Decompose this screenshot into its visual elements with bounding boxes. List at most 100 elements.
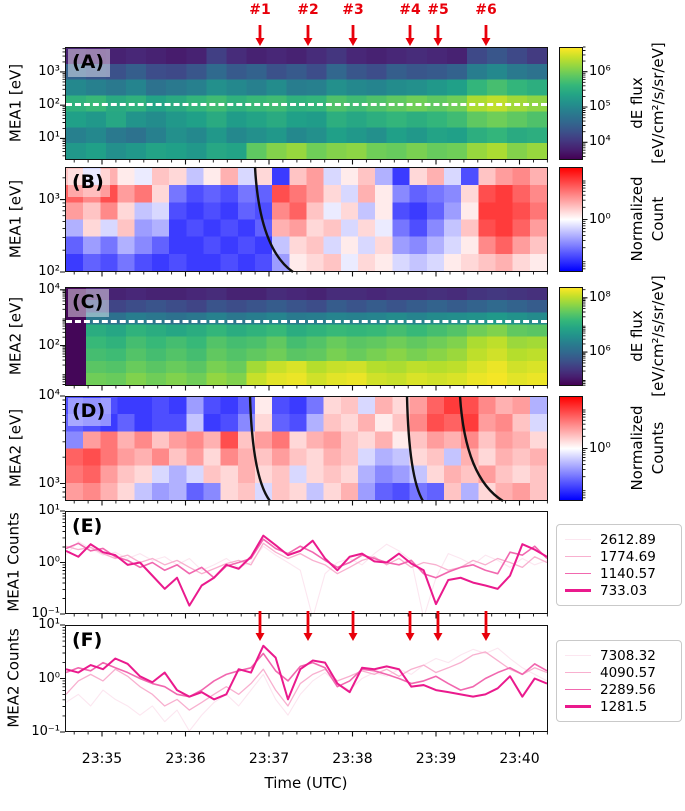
x-tick-label: 23:36 bbox=[165, 751, 206, 767]
y-tick-label-A: 10¹ bbox=[38, 130, 60, 146]
legend-label: 7308.32 bbox=[600, 647, 656, 664]
y-tick-label-E: 10⁰ bbox=[38, 554, 60, 570]
legend-label: 4090.57 bbox=[600, 664, 656, 681]
y-tick-label-D: 10³ bbox=[38, 475, 60, 491]
panel-label-A: (A) bbox=[68, 49, 111, 77]
colorbar-label-D: Normalized Counts bbox=[627, 405, 669, 490]
colorbar-label-B-line1: Normalized bbox=[628, 176, 646, 262]
panel-label-B: (B) bbox=[68, 169, 110, 197]
y-tick-label-F: 10¹ bbox=[38, 617, 60, 632]
y-tick-label-D: 10⁴ bbox=[38, 388, 60, 403]
y-tick-label-A: 10² bbox=[38, 97, 60, 113]
legend-entry: 7308.32 bbox=[565, 647, 673, 664]
colorbar-B bbox=[559, 167, 583, 272]
event-label: #4 bbox=[399, 2, 421, 18]
legend-label: 1140.57 bbox=[600, 565, 656, 582]
colorbar-A bbox=[559, 47, 583, 160]
colorbar-label-D-line1: Normalized bbox=[628, 405, 646, 491]
panel-label-E: (E) bbox=[68, 513, 109, 541]
legend-entry: 733.03 bbox=[565, 582, 673, 599]
x-tick-label: 23:35 bbox=[81, 751, 123, 767]
colorbar-label-A-line1: dE flux bbox=[628, 77, 646, 129]
event-label: #2 bbox=[297, 2, 319, 18]
legend-entry: 1140.57 bbox=[565, 565, 673, 582]
legend-entry: 1774.69 bbox=[565, 548, 673, 565]
colorbar-label-C-line1: dE flux bbox=[628, 310, 646, 362]
panel-B-normalized-count: (B) bbox=[65, 167, 548, 272]
event-arrow bbox=[405, 25, 415, 46]
colorbar-label-B-line2: Count bbox=[649, 196, 667, 242]
line-chart-E bbox=[66, 534, 547, 613]
colorbar-label-C: dE flux [eV/cm²/s/sr/eV] bbox=[627, 275, 669, 397]
x-axis-label: Time (UTC) bbox=[264, 774, 348, 792]
colorbar-D bbox=[559, 396, 583, 501]
panel-C-spectrogram: (C) bbox=[65, 287, 548, 386]
legend-label: 1281.5 bbox=[600, 698, 648, 715]
legend-label: 1774.69 bbox=[600, 548, 656, 565]
legend-entry: 4090.57 bbox=[565, 664, 673, 681]
x-tick-label: 23:38 bbox=[332, 751, 373, 767]
colorbar-label-D-line2: Counts bbox=[649, 421, 667, 475]
panel-F-mea2-counts: (F) bbox=[65, 625, 548, 732]
event-arrow bbox=[255, 25, 265, 46]
event-arrow bbox=[348, 25, 358, 46]
panel-D-normalized-counts: (D) bbox=[65, 396, 548, 501]
panel-label-F: (F) bbox=[68, 627, 109, 655]
series-line-F-1281.5 bbox=[66, 644, 547, 701]
colorbar-tick-label-D: 10⁰ bbox=[589, 440, 611, 456]
colorbar-label-C-line2: [eV/cm²/s/sr/eV] bbox=[649, 275, 667, 397]
event-arrow bbox=[303, 25, 313, 46]
colorbar-tick-label-C: 10⁶ bbox=[589, 344, 611, 360]
legend-entry: 1281.5 bbox=[565, 698, 673, 715]
colorbar-C bbox=[559, 287, 583, 386]
series-line-E-2612.89 bbox=[66, 541, 547, 613]
y-tick-label-B: 10² bbox=[38, 264, 60, 279]
event-label: #1 bbox=[249, 2, 271, 18]
event-label: #3 bbox=[342, 2, 364, 18]
y-tick-label-C: 10⁴ bbox=[38, 281, 60, 297]
legend-line-sample bbox=[565, 671, 591, 674]
y-tick-label-F: 10⁰ bbox=[38, 670, 60, 686]
event-label: #5 bbox=[427, 2, 449, 18]
panel-A-spectrogram: (A) bbox=[65, 47, 548, 160]
x-tick-label: 23:37 bbox=[248, 751, 290, 767]
legend-line-sample bbox=[565, 572, 591, 575]
legend-line-sample bbox=[565, 538, 591, 541]
legend-line-sample bbox=[565, 589, 591, 592]
legend-label: 2612.89 bbox=[600, 531, 656, 548]
event-arrow bbox=[433, 25, 443, 46]
colorbar-label-A: dE flux [eV/cm²/s/sr/eV] bbox=[627, 42, 669, 164]
colorbar-tick-label-A: 10⁴ bbox=[589, 134, 611, 150]
y-tick-label-F: 10⁻¹ bbox=[31, 724, 60, 739]
panel-label-C: (C) bbox=[68, 289, 110, 317]
panel-label-D: (D) bbox=[68, 398, 112, 426]
heatmap-D bbox=[66, 397, 547, 500]
legend-E: 2612.89 1774.69 1140.57 733.03 bbox=[556, 524, 682, 606]
x-tick-label: 23:39 bbox=[415, 751, 457, 767]
series-line-E-1774.69 bbox=[66, 542, 547, 575]
colorbar-tick-label-A: 10⁵ bbox=[589, 99, 611, 115]
y-tick-label-C: 10² bbox=[38, 337, 60, 353]
heatmap-C bbox=[66, 288, 547, 385]
series-line-F-4090.57 bbox=[66, 651, 547, 711]
colorbar-tick-label-C: 10⁸ bbox=[589, 289, 611, 305]
legend-line-sample bbox=[565, 688, 591, 691]
panel-E-mea1-counts: (E) bbox=[65, 511, 548, 614]
event-arrow bbox=[481, 25, 491, 46]
legend-line-sample bbox=[565, 654, 591, 657]
legend-entry: 2289.56 bbox=[565, 681, 673, 698]
y-tick-label-A: 10³ bbox=[38, 63, 60, 79]
legend-line-sample bbox=[565, 555, 591, 558]
legend-entry: 2612.89 bbox=[565, 531, 673, 548]
legend-label: 733.03 bbox=[600, 582, 648, 599]
heatmap-B bbox=[66, 168, 547, 271]
dashed-reference-line-A bbox=[66, 103, 547, 107]
event-label: #6 bbox=[475, 2, 497, 18]
series-line-F-7308.32 bbox=[66, 647, 547, 731]
legend-line-sample bbox=[565, 705, 591, 708]
y-tick-label-E: 10⁻¹ bbox=[31, 606, 60, 621]
colorbar-tick-label-B: 10⁰ bbox=[589, 211, 611, 227]
x-tick-label: 23:40 bbox=[499, 751, 540, 767]
dashed-reference-line-C bbox=[66, 319, 547, 323]
